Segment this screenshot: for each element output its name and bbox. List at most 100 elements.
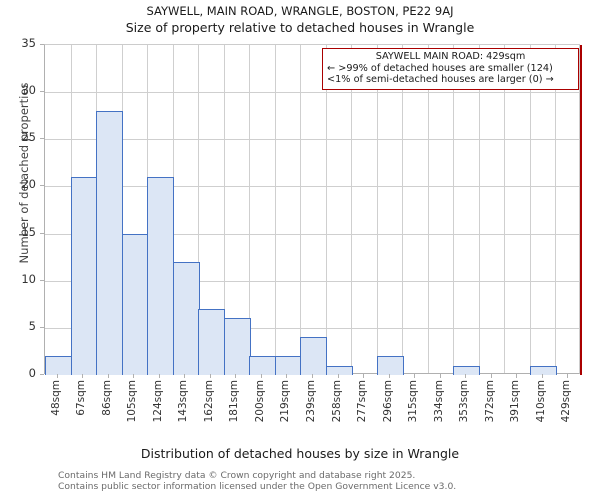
gridline-vertical: [224, 45, 225, 373]
histogram-bar: [453, 365, 480, 375]
x-axis-tick-mark: [541, 374, 543, 378]
y-axis-tick-label: 35: [21, 36, 36, 50]
x-axis-tick-mark: [133, 374, 135, 378]
x-axis-tick-label: 296sqm: [381, 380, 394, 423]
y-axis-tick-label: 0: [28, 366, 36, 380]
histogram-bar: [45, 356, 72, 375]
x-axis-tick-mark: [414, 374, 416, 378]
gridline-vertical: [326, 45, 327, 373]
y-axis-tick-label: 5: [28, 318, 36, 333]
x-axis-tick-label: 277sqm: [356, 380, 369, 423]
x-axis-tick-label: 181sqm: [228, 380, 241, 423]
x-axis-tick-mark: [388, 374, 390, 378]
y-axis-tick-mark: [40, 279, 44, 281]
gridline-horizontal: [45, 327, 579, 329]
x-axis-tick-label: 162sqm: [202, 380, 215, 423]
x-axis-tick-label: 124sqm: [151, 380, 164, 423]
gridline-horizontal: [45, 186, 579, 188]
x-axis-tick-label: 105sqm: [126, 380, 139, 423]
x-axis-tick-mark: [56, 374, 58, 378]
y-axis-tick-label: 10: [21, 271, 36, 286]
x-axis-tick-mark: [337, 374, 339, 378]
gridline-vertical: [479, 45, 480, 373]
gridline-vertical: [402, 45, 403, 373]
x-axis-tick-mark: [312, 374, 313, 378]
histogram-bar: [249, 356, 276, 375]
x-axis-tick-mark: [235, 374, 237, 378]
histogram-bar: [224, 318, 251, 375]
gridline-vertical: [377, 45, 378, 373]
marker-annotation: SAYWELL MAIN ROAD: 429sqm ← >99% of deta…: [322, 48, 579, 90]
x-axis-tick-label: 315sqm: [407, 380, 420, 423]
y-axis-tick-label: 30: [21, 83, 36, 98]
y-axis-tick-label: 25: [21, 130, 36, 145]
histogram-bar: [275, 356, 302, 375]
histogram-bar: [326, 365, 353, 375]
x-axis-tick-label: 429sqm: [560, 380, 573, 423]
x-axis-tick-label: 143sqm: [177, 380, 190, 423]
histogram-bar: [147, 177, 174, 375]
x-axis-tick-label: 219sqm: [279, 380, 292, 423]
histogram-bar: [71, 177, 98, 375]
x-axis-tick-mark: [260, 374, 262, 378]
gridline-vertical: [504, 45, 505, 373]
plot-area: [44, 44, 582, 375]
gridline-horizontal: [45, 139, 579, 141]
gridline-vertical: [428, 45, 429, 373]
x-axis-tick-label: 334sqm: [432, 380, 445, 423]
x-axis-tick-mark: [158, 374, 160, 378]
gridline-vertical: [249, 45, 250, 373]
y-axis-tick-mark: [40, 374, 44, 375]
x-axis-tick-mark: [82, 374, 84, 378]
histogram-bar: [377, 356, 404, 375]
footer-line-2: Contains public sector information licen…: [58, 481, 457, 492]
x-axis-tick-label: 372sqm: [483, 380, 496, 423]
y-axis-tick-mark: [40, 138, 44, 140]
footer: Contains HM Land Registry data © Crown c…: [58, 470, 578, 492]
x-axis-tick-label: 239sqm: [305, 380, 317, 423]
gridline-vertical: [530, 45, 531, 373]
histogram-bar: [198, 309, 225, 375]
x-axis-tick-mark: [516, 374, 518, 378]
chart-subtitle: Size of property relative to detached ho…: [125, 20, 475, 35]
x-axis-tick-mark: [567, 374, 569, 378]
histogram-bar: [173, 261, 200, 375]
gridline-horizontal: [45, 92, 579, 94]
chart-title-block: SAYWELL, MAIN ROAD, WRANGLE, BOSTON, PE2…: [0, 4, 600, 36]
x-axis-tick-label: 86sqm: [100, 380, 113, 416]
x-axis-tick-mark: [439, 374, 441, 378]
page-title: SAYWELL, MAIN ROAD, WRANGLE, BOSTON, PE2…: [146, 4, 454, 18]
histogram-bar: [530, 365, 557, 375]
gridline-vertical: [351, 45, 352, 373]
x-axis-tick-label: 67sqm: [75, 380, 88, 416]
histogram-bar: [122, 233, 149, 375]
histogram-bar: [96, 111, 123, 375]
gridline-vertical: [198, 45, 199, 373]
x-axis-tick-label: 353sqm: [458, 380, 471, 423]
annotation-line-2: ← >99% of detached houses are smaller (1…: [327, 62, 553, 74]
gridline-vertical: [300, 45, 301, 373]
y-axis-tick-mark: [40, 91, 44, 93]
histogram-bar: [300, 337, 327, 375]
x-axis-tick-mark: [363, 374, 365, 378]
gridline-vertical: [453, 45, 454, 373]
x-axis-tick-label: 391sqm: [509, 380, 522, 423]
y-axis-tick-label: 15: [21, 224, 36, 239]
x-axis-tick-mark: [490, 374, 492, 378]
x-axis-tick-mark: [184, 374, 186, 378]
property-marker-line: [580, 45, 582, 375]
gridline-horizontal: [45, 280, 579, 282]
gridline-horizontal: [45, 233, 579, 235]
y-axis-tick-mark: [40, 326, 44, 328]
y-axis-tick-mark: [40, 232, 44, 234]
x-axis-tick-mark: [286, 374, 288, 378]
gridline-vertical: [555, 45, 556, 373]
y-axis-tick-mark: [40, 44, 44, 45]
x-axis-tick-label: 200sqm: [253, 380, 266, 423]
y-axis-tick-label: 20: [21, 177, 36, 192]
y-axis-tick-mark: [40, 185, 44, 187]
footer-line-1: Contains HM Land Registry data © Crown c…: [58, 470, 416, 481]
gridline-vertical: [275, 45, 276, 373]
x-axis-tick-mark: [465, 374, 467, 378]
